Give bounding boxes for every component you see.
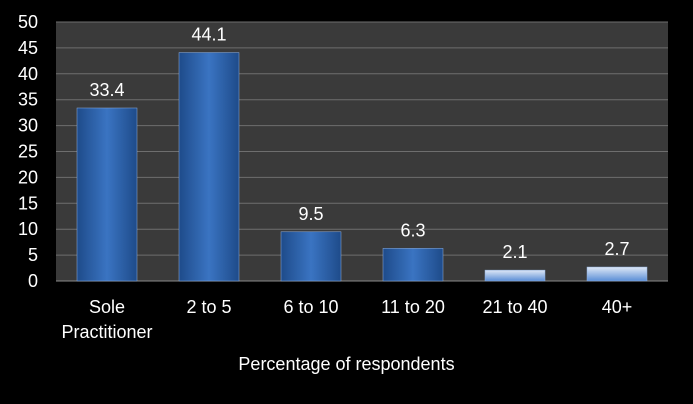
y-tick-label: 40 [18, 64, 38, 84]
data-label: 2.1 [502, 242, 527, 262]
y-tick-label: 30 [18, 116, 38, 136]
x-tick-label: Practitioner [61, 322, 152, 342]
y-tick-label: 20 [18, 167, 38, 187]
bar [178, 52, 240, 282]
y-tick-label: 50 [18, 12, 38, 32]
x-tick-label: Sole [89, 297, 125, 317]
x-tick-label: 40+ [602, 297, 633, 317]
y-tick-label: 5 [28, 245, 38, 265]
x-tick-label: 2 to 5 [186, 297, 231, 317]
bar [382, 248, 444, 282]
y-tick-label: 10 [18, 219, 38, 239]
bar [484, 269, 546, 282]
x-tick-label: 6 to 10 [283, 297, 338, 317]
y-tick-label: 35 [18, 90, 38, 110]
data-label: 44.1 [191, 25, 226, 45]
x-axis-title: Percentage of respondents [238, 354, 455, 374]
y-tick-label: 0 [28, 271, 38, 291]
data-label: 9.5 [298, 204, 323, 224]
y-tick-label: 15 [18, 193, 38, 213]
bar [586, 266, 648, 282]
y-tick-label: 45 [18, 38, 38, 58]
bar [76, 107, 138, 282]
data-label: 6.3 [400, 220, 425, 240]
x-tick-label: 11 to 20 [381, 297, 445, 317]
data-label: 33.4 [89, 80, 124, 100]
y-tick-label: 25 [18, 142, 38, 162]
bar [280, 231, 342, 282]
x-tick-label: 21 to 40 [482, 297, 547, 317]
data-label: 2.7 [604, 239, 629, 259]
